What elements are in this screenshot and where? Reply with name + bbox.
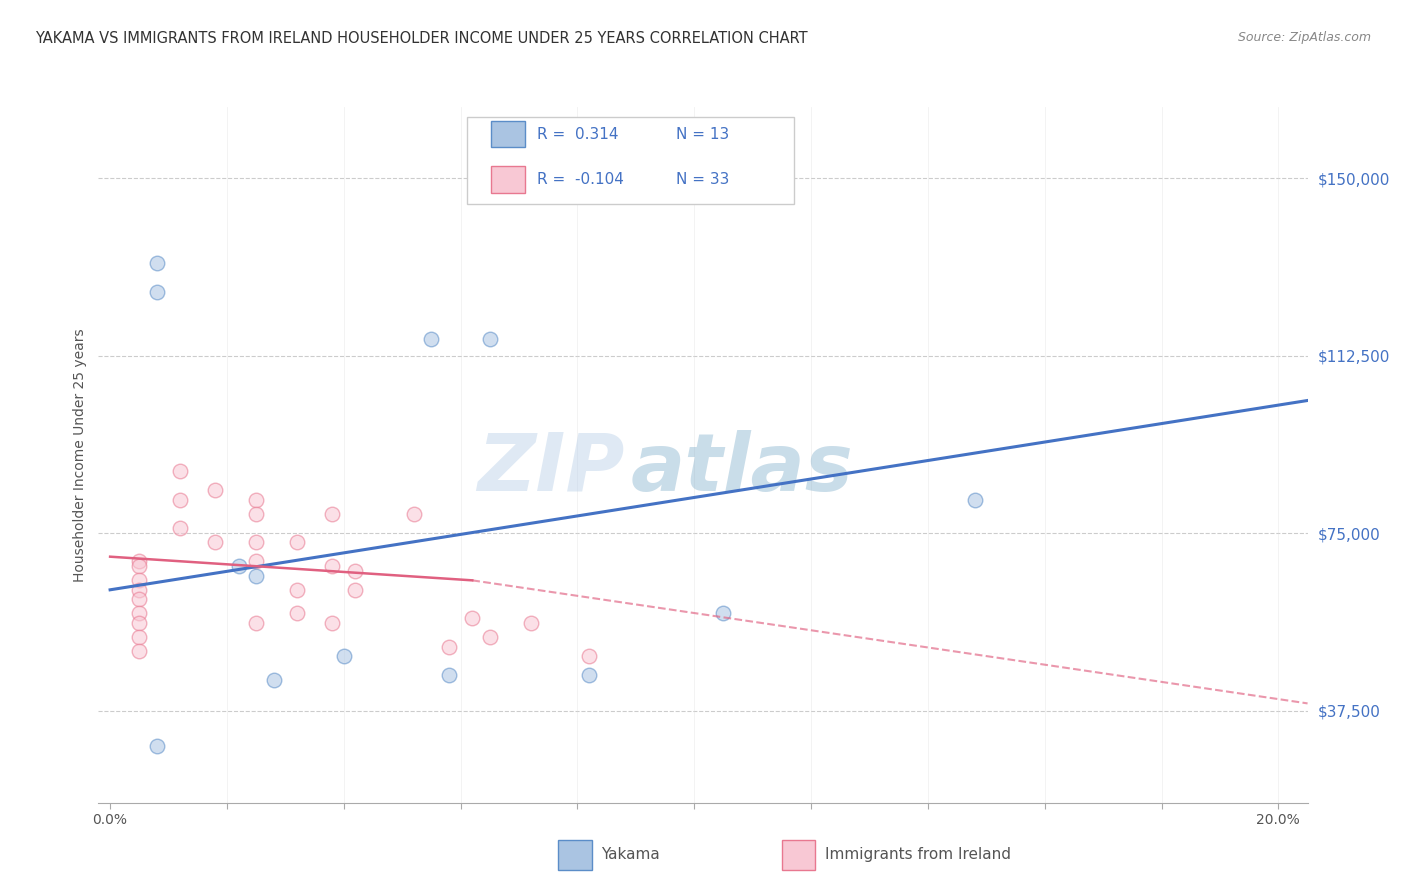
Point [169,521,191,535]
Point [128,630,150,644]
Text: R =  -0.104: R = -0.104 [537,172,624,187]
Point [285,582,308,597]
Point [344,582,367,597]
Point [285,535,308,549]
Point [578,649,600,664]
FancyBboxPatch shape [492,121,526,147]
Point [263,673,285,687]
Point [204,483,226,498]
Point [245,492,267,507]
Point [128,559,150,574]
Point [169,465,191,479]
Text: N = 13: N = 13 [676,127,730,142]
Point [332,649,354,664]
Text: Yakama: Yakama [602,847,661,863]
Point [128,574,150,588]
Point [478,630,501,644]
Text: R =  0.314: R = 0.314 [537,127,619,142]
Point [128,644,150,658]
Point [128,607,150,621]
Y-axis label: Householder Income Under 25 years: Householder Income Under 25 years [73,328,87,582]
Point [204,535,226,549]
Text: YAKAMA VS IMMIGRANTS FROM IRELAND HOUSEHOLDER INCOME UNDER 25 YEARS CORRELATION : YAKAMA VS IMMIGRANTS FROM IRELAND HOUSEH… [35,31,808,46]
Point [245,535,267,549]
Point [245,507,267,521]
Point [963,492,986,507]
Point [245,615,267,630]
Point [437,668,460,682]
Point [146,739,169,753]
Point [146,285,169,299]
Point [228,559,250,574]
Point [420,332,443,346]
Point [146,256,169,270]
Point [128,615,150,630]
Point [321,615,343,630]
Point [578,668,600,682]
Point [245,554,267,568]
Point [402,507,425,521]
FancyBboxPatch shape [782,840,815,870]
Point [344,564,367,578]
Point [478,332,501,346]
FancyBboxPatch shape [467,118,793,204]
FancyBboxPatch shape [492,166,526,193]
Point [461,611,484,625]
Point [437,640,460,654]
Point [128,582,150,597]
Point [245,568,267,582]
Point [321,559,343,574]
Point [519,615,541,630]
Point [128,592,150,607]
Point [128,554,150,568]
Text: Source: ZipAtlas.com: Source: ZipAtlas.com [1237,31,1371,45]
Text: N = 33: N = 33 [676,172,730,187]
FancyBboxPatch shape [558,840,592,870]
Text: Immigrants from Ireland: Immigrants from Ireland [825,847,1011,863]
Text: atlas: atlas [630,430,853,508]
Point [713,607,735,621]
Point [285,607,308,621]
Text: ZIP: ZIP [477,430,624,508]
Point [321,507,343,521]
Point [169,492,191,507]
